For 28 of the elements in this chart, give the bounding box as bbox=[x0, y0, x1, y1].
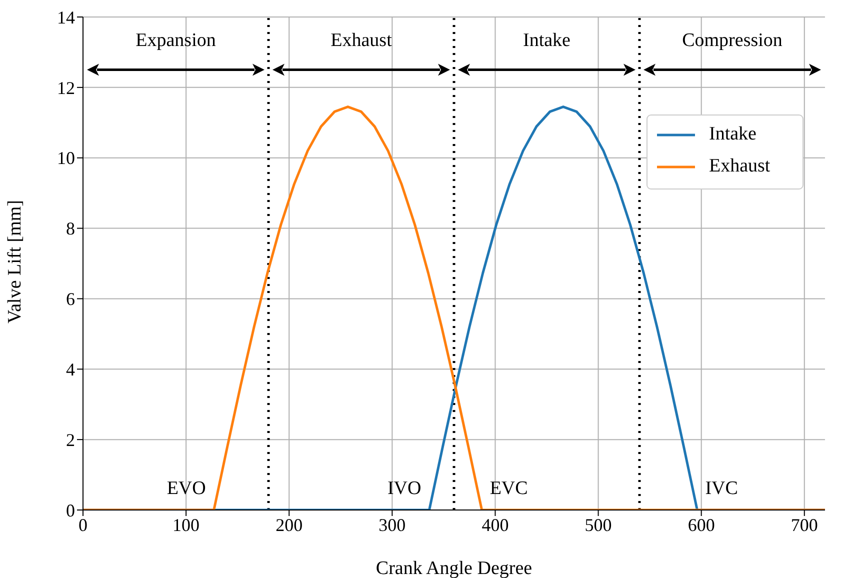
annotation: Intake bbox=[523, 30, 570, 51]
annotation: EVC bbox=[490, 478, 528, 499]
legend-label: Exhaust bbox=[709, 155, 771, 176]
x-tick-label: 300 bbox=[378, 514, 406, 535]
x-tick-label: 0 bbox=[78, 514, 88, 535]
x-tick-label: 700 bbox=[790, 514, 818, 535]
annotation: Compression bbox=[682, 30, 783, 51]
y-tick-label: 2 bbox=[66, 430, 75, 450]
y-tick-label: 12 bbox=[57, 78, 75, 98]
y-tick-label: 6 bbox=[66, 289, 75, 310]
annotation: IVC bbox=[705, 478, 738, 499]
y-tick-label: 14 bbox=[57, 7, 75, 28]
annotation: EVO bbox=[166, 478, 206, 499]
legend-label: Intake bbox=[709, 123, 756, 144]
y-axis-title: Valve Lift [mm] bbox=[4, 200, 26, 324]
y-tick-label: 0 bbox=[66, 500, 75, 520]
y-tick-label: 8 bbox=[66, 218, 75, 239]
x-tick-label: 500 bbox=[584, 514, 612, 535]
x-tick-label: 400 bbox=[482, 514, 509, 535]
y-tick-label: 10 bbox=[57, 148, 75, 168]
annotation: Exhaust bbox=[330, 30, 393, 51]
annotation: Expansion bbox=[136, 30, 216, 51]
x-axis-title: Crank Angle Degree bbox=[376, 558, 532, 578]
x-tick-label: 200 bbox=[276, 514, 303, 535]
x-tick-label: 100 bbox=[172, 514, 200, 535]
x-tick-label: 600 bbox=[688, 514, 715, 535]
y-tick-label: 4 bbox=[66, 360, 75, 380]
annotation: IVO bbox=[387, 478, 422, 499]
